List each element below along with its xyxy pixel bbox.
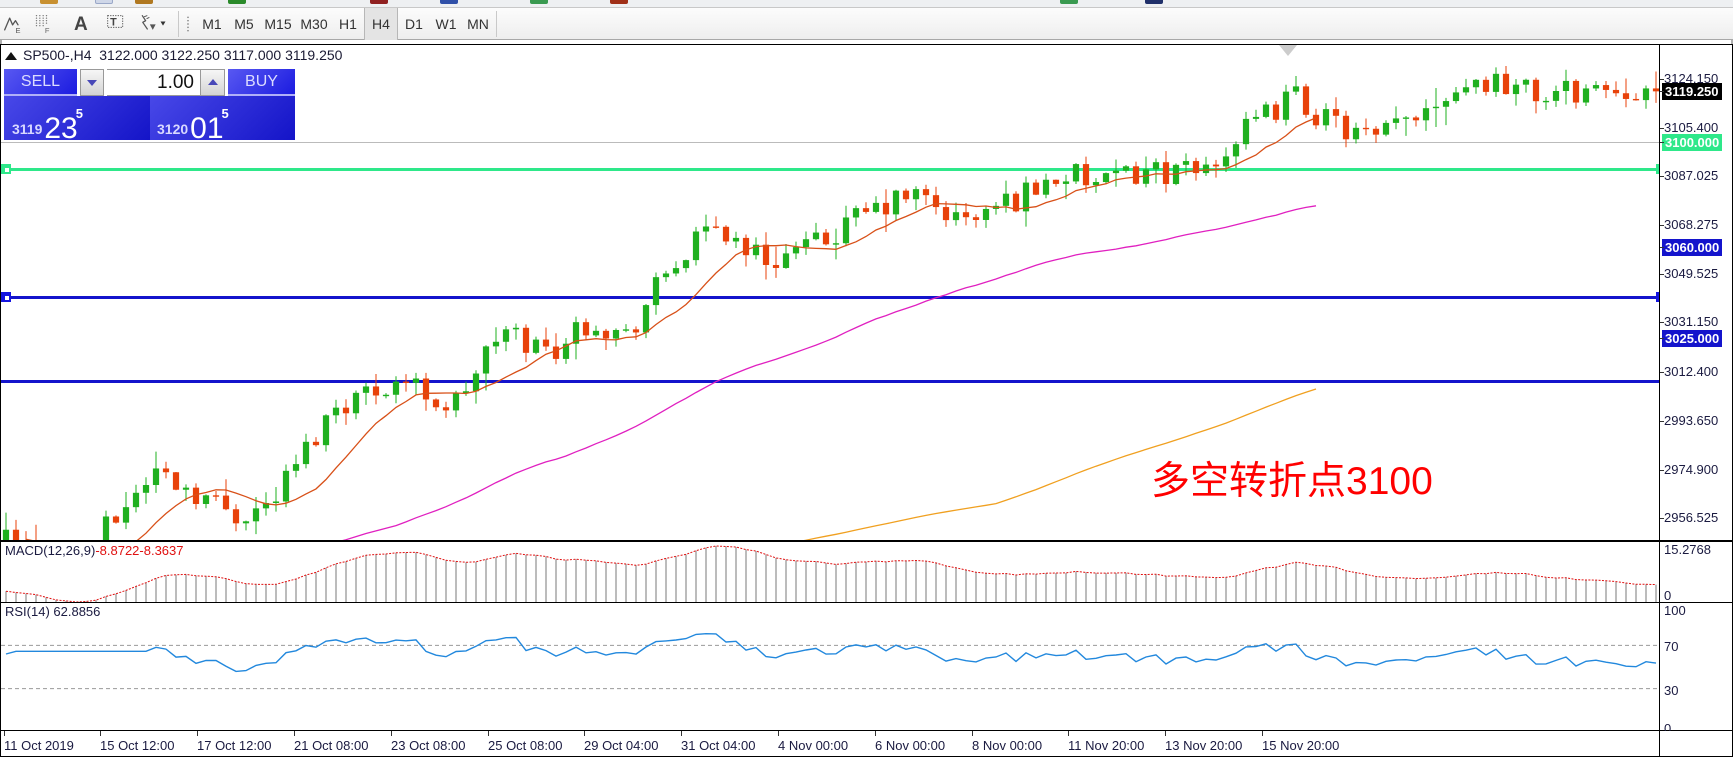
svg-text:F: F	[45, 26, 50, 34]
svg-text:T: T	[110, 17, 117, 29]
svg-text:多空转折点3100: 多空转折点3100	[1151, 460, 1433, 503]
svg-text:E: E	[16, 26, 21, 34]
